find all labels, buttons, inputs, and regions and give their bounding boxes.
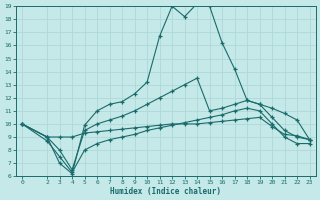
X-axis label: Humidex (Indice chaleur): Humidex (Indice chaleur) (110, 187, 221, 196)
